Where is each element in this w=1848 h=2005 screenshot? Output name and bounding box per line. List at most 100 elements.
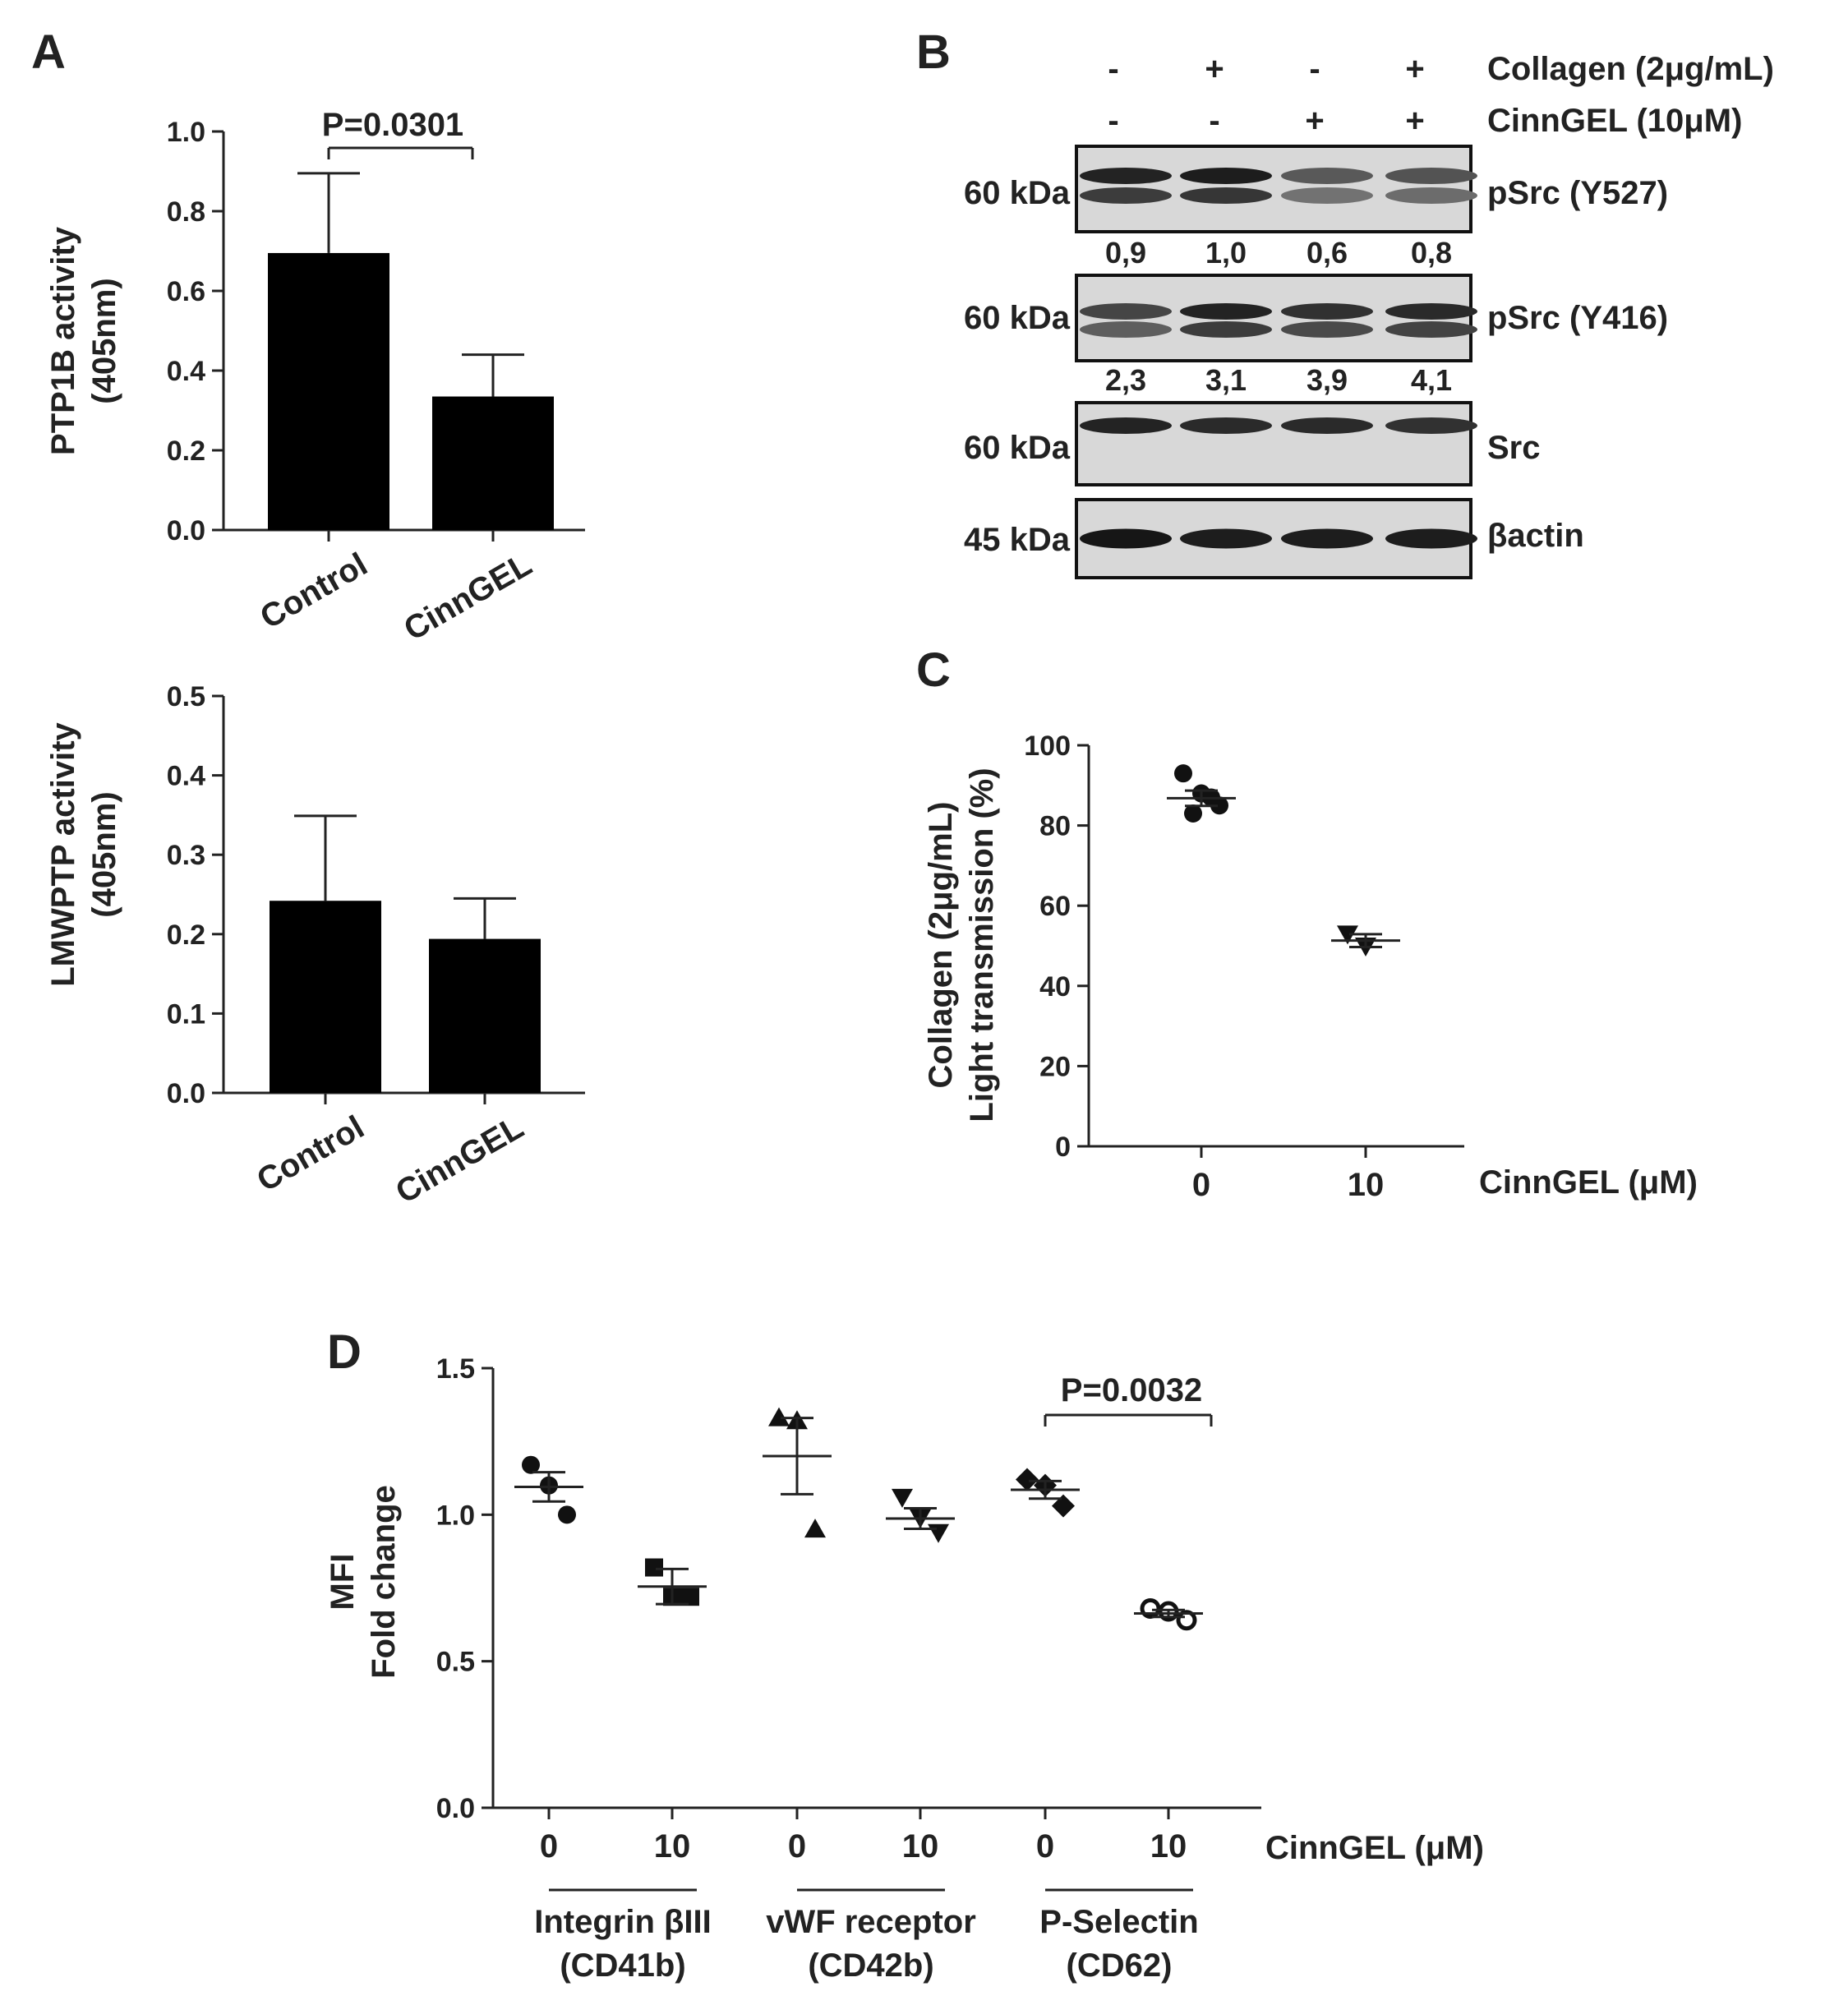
chart-c-point bbox=[1337, 925, 1358, 945]
blot-band bbox=[1180, 168, 1272, 184]
chart-d-xtick-labels: 0 10 0 10 0 10 bbox=[540, 1828, 1187, 1864]
chart-d-group-labels: Integrin βIII (CD41b) vWF receptor (CD42… bbox=[534, 1888, 1199, 1984]
blot-header-label: CinnGEL (10μM) bbox=[1487, 103, 1742, 139]
chart-a2-ytick-label: 0.1 bbox=[167, 998, 205, 1030]
blot-band bbox=[1080, 321, 1172, 338]
blot-band bbox=[1385, 303, 1477, 320]
blot-header-row-cinngel: - - + + CinnGEL (10μM) bbox=[1108, 103, 1742, 139]
chart-d-xtick-label: 0 bbox=[788, 1828, 806, 1864]
chart-c-ytick-label: 0 bbox=[1055, 1132, 1071, 1163]
chart-a2-category-label: CinnGEL bbox=[389, 1109, 529, 1211]
chart-c-point bbox=[1174, 764, 1192, 783]
chart-c-ytick-label: 100 bbox=[1024, 731, 1071, 762]
chart-c-ytick-labels: 0 20 40 60 80 100 bbox=[1024, 731, 1071, 1163]
blot-sign: - bbox=[1108, 103, 1118, 139]
chart-a1-ylabel-line2: (405nm) bbox=[86, 278, 122, 403]
blot-band bbox=[1180, 321, 1272, 338]
blot-sign: + bbox=[1305, 103, 1324, 139]
chart-d-ylabel-line1: MFI bbox=[325, 1554, 361, 1611]
chart-a2-ytick-labels: 0.0 0.1 0.2 0.3 0.4 0.5 bbox=[167, 681, 205, 1109]
chart-d-point bbox=[1052, 1494, 1075, 1518]
chart-d-xtick-label: 10 bbox=[902, 1828, 939, 1864]
western-blot: - + - + Collagen (2μg/mL) - - + + CinnGE… bbox=[964, 51, 1774, 579]
blot-band bbox=[1385, 528, 1477, 549]
blot-band bbox=[1080, 187, 1172, 204]
chart-d-point bbox=[768, 1407, 790, 1427]
blot-row-1-labels: 60 kDa pSrc (Y416) 2,3 3,1 3,9 4,1 bbox=[964, 300, 1668, 397]
blot-band bbox=[1080, 168, 1172, 184]
blot-mw-label: 60 kDa bbox=[964, 430, 1071, 466]
chart-d-ylabel-line2: Fold change bbox=[366, 1485, 402, 1679]
chart-d-group-label: (CD62) bbox=[1067, 1947, 1173, 1984]
chart-a1-bar bbox=[432, 396, 554, 530]
blot-sign: + bbox=[1405, 103, 1424, 139]
chart-c-xtick-label: 0 bbox=[1192, 1167, 1210, 1203]
chart-d-group-label: (CD42b) bbox=[808, 1947, 933, 1984]
blot-row-3-labels: 45 kDa βactin bbox=[964, 518, 1584, 558]
blot-sign: + bbox=[1405, 51, 1424, 87]
chart-d-mfi: MFI Fold change 0.0 0.5 1.0 1.5 0 10 0 1… bbox=[325, 1353, 1484, 1984]
blot-quant-value: 0,9 bbox=[1105, 236, 1146, 270]
chart-a1-ptp1b: PTP1B activity (405nm) 0.0 0.2 0.4 0.6 0… bbox=[45, 107, 585, 648]
blot-mw-label: 45 kDa bbox=[964, 522, 1071, 558]
chart-d-point bbox=[892, 1488, 913, 1508]
blot-sign: - bbox=[1209, 103, 1219, 139]
chart-a2-category-labels: Control CinnGEL bbox=[251, 1109, 529, 1211]
panel-c-letter: C bbox=[916, 643, 951, 697]
chart-d-point bbox=[558, 1505, 576, 1524]
blot-band bbox=[1180, 528, 1272, 549]
blot-mw-label: 60 kDa bbox=[964, 175, 1071, 211]
chart-a2-ytick-label: 0.2 bbox=[167, 920, 205, 951]
chart-d-marks bbox=[482, 1367, 1261, 1819]
blot-quant-value: 4,1 bbox=[1411, 363, 1452, 397]
blot-band bbox=[1281, 168, 1373, 184]
blot-target-label: pSrc (Y416) bbox=[1487, 300, 1668, 336]
blot-band bbox=[1080, 528, 1172, 549]
chart-d-xtick-label: 0 bbox=[1036, 1828, 1054, 1864]
blot-header-label: Collagen (2μg/mL) bbox=[1487, 51, 1774, 87]
blot-band bbox=[1281, 417, 1373, 434]
chart-c-ytick-label: 60 bbox=[1039, 891, 1071, 922]
blot-quant-value: 2,3 bbox=[1105, 363, 1146, 397]
blot-band bbox=[1385, 417, 1477, 434]
chart-c-ytick-label: 80 bbox=[1039, 811, 1071, 842]
blot-band bbox=[1080, 303, 1172, 320]
chart-d-xlabel: CinnGEL (μM) bbox=[1265, 1830, 1484, 1866]
chart-d-xtick-label: 10 bbox=[654, 1828, 691, 1864]
blot-band bbox=[1281, 528, 1373, 549]
chart-a1-ytick-label: 0.4 bbox=[167, 356, 205, 387]
chart-d-group-label: P-Selectin bbox=[1039, 1904, 1198, 1940]
blot-band bbox=[1281, 303, 1373, 320]
blot-target-label: pSrc (Y527) bbox=[1487, 175, 1668, 211]
blot-mw-label: 60 kDa bbox=[964, 300, 1071, 336]
chart-c-xtick-label: 10 bbox=[1348, 1167, 1385, 1203]
blot-band bbox=[1080, 417, 1172, 434]
chart-a1-bar bbox=[268, 252, 389, 530]
chart-a2-ylabel-line1: LMWPTP activity bbox=[45, 721, 81, 986]
chart-d-group-label: (CD41b) bbox=[560, 1947, 685, 1984]
chart-c-ytick-label: 20 bbox=[1039, 1051, 1071, 1082]
blot-sign: - bbox=[1108, 51, 1118, 87]
chart-d-xtick-label: 0 bbox=[540, 1828, 558, 1864]
chart-c-ytick-label: 40 bbox=[1039, 971, 1071, 1002]
chart-a1-category-label: Control bbox=[254, 546, 373, 636]
chart-a1-ytick-label: 0.0 bbox=[167, 515, 205, 546]
chart-d-ytick-labels: 0.0 0.5 1.0 1.5 bbox=[436, 1353, 475, 1824]
blot-band bbox=[1281, 321, 1373, 338]
chart-d-point bbox=[1016, 1468, 1039, 1491]
chart-d-xtick-label: 10 bbox=[1150, 1828, 1187, 1864]
chart-c-marks bbox=[1077, 744, 1464, 1158]
chart-d-group-label: vWF receptor bbox=[766, 1904, 976, 1940]
chart-d-point bbox=[928, 1523, 949, 1543]
blot-quant-value: 0,6 bbox=[1307, 236, 1348, 270]
chart-d-point bbox=[804, 1519, 826, 1538]
chart-d-group-label: Integrin βIII bbox=[534, 1904, 712, 1940]
chart-a1-ylabel-line1: PTP1B activity bbox=[45, 226, 81, 455]
chart-a1-category-label: CinnGEL bbox=[398, 546, 537, 648]
blot-band bbox=[1180, 187, 1272, 204]
chart-d-point bbox=[645, 1558, 663, 1577]
chart-a2-ytick-label: 0.4 bbox=[167, 761, 205, 792]
chart-a1-marks bbox=[212, 130, 585, 542]
chart-a2-ytick-label: 0.3 bbox=[167, 840, 205, 871]
chart-a2-category-label: Control bbox=[251, 1109, 370, 1199]
